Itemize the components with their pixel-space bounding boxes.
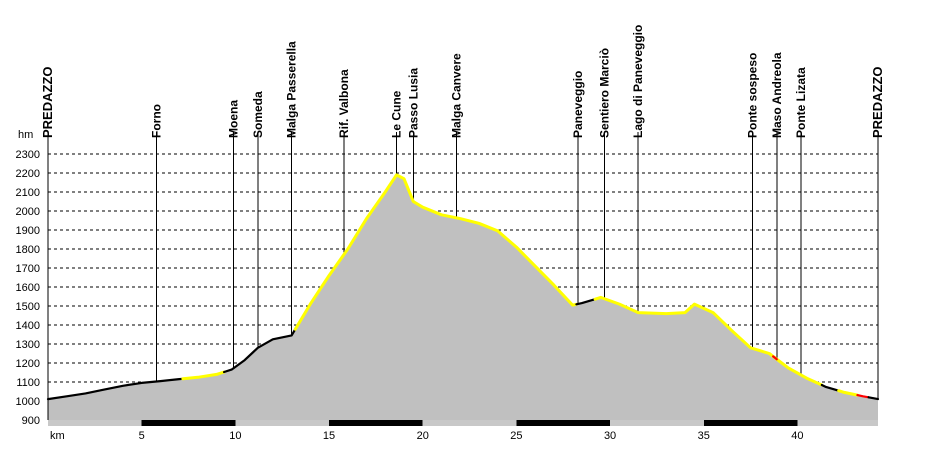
distance-bar-segment (516, 420, 611, 426)
y-tick-label: 2300 (16, 149, 40, 161)
distance-bar-segment (703, 420, 798, 426)
x-axis: 5 10 15 20 25 30 35 40 (139, 430, 804, 442)
waypoint-label: Malga Passerella (285, 41, 299, 138)
route-segment (837, 389, 859, 397)
waypoint-label: Maso Andreola (770, 52, 784, 138)
distance-bar-segment (610, 420, 704, 426)
distance-bar-segment (141, 420, 236, 426)
waypoint-label: Sentiero Marciò (597, 48, 611, 138)
distance-bar-segment (797, 420, 878, 426)
y-tick-label: 1600 (16, 282, 40, 294)
y-tick-label: 1800 (16, 244, 40, 256)
y-tick-label: 1500 (16, 301, 40, 313)
waypoint-label: Malga Canvere (449, 53, 463, 138)
distance-bar-segment (329, 420, 423, 426)
distance-bar-segment (235, 420, 330, 426)
distance-bar-segment (48, 420, 142, 426)
x-tick-label: 30 (604, 430, 616, 442)
y-tick-label: 1100 (16, 377, 40, 389)
route-segment (293, 173, 578, 331)
waypoint-label: Rif. Valbona (337, 69, 351, 138)
y-tick-label: 1900 (16, 225, 40, 237)
x-tick-label: 20 (417, 430, 429, 442)
distance-bar-segment (422, 420, 517, 426)
x-tick-label: 10 (229, 430, 241, 442)
route-segment (771, 355, 778, 361)
waypoint-labels: PREDAZZO Forno Moena Someda Malga Passerella… (40, 25, 885, 138)
y-tick-label: 1700 (16, 263, 40, 275)
waypoint-label: Lago di Paneveggio (631, 25, 645, 138)
y-tick-label: 1400 (16, 320, 40, 332)
waypoint-label: Forno (150, 104, 164, 138)
waypoint-label: Passo Lusia (406, 68, 420, 138)
y-tick-label: 2000 (16, 206, 40, 218)
x-tick-label: 35 (698, 430, 710, 442)
waypoint-label: Ponte sospeso (745, 53, 759, 138)
waypoint-label: PREDAZZO (40, 67, 55, 139)
y-tick-label: 1200 (16, 358, 40, 370)
elevation-area (48, 174, 878, 420)
route-segments (46, 173, 880, 401)
y-tick-label: 1300 (16, 339, 40, 351)
y-axis: 2300 2200 2100 2000 1900 1800 1700 1600 1500 1400… (16, 149, 49, 427)
route-segment (181, 370, 226, 381)
route-segment (46, 377, 184, 401)
x-tick-label: 40 (791, 430, 803, 442)
waypoint-label: Paneveggio (571, 71, 585, 138)
waypoint-label: Someda (251, 91, 265, 138)
waypoint-label: Ponte Lizata (794, 67, 808, 138)
waypoint-label: Moena (226, 100, 240, 138)
y-tick-label: 2200 (16, 168, 40, 180)
y-tick-label: 1000 (16, 396, 40, 408)
waypoint-label: Le Cune (389, 90, 403, 138)
y-tick-label: 900 (22, 415, 40, 427)
x-tick-label: 15 (323, 430, 335, 442)
distance-bar (48, 420, 878, 426)
route-segment (820, 383, 840, 392)
waypoint-label: PREDAZZO (870, 67, 885, 139)
y-axis-unit: hm (18, 129, 33, 141)
route-segment (593, 295, 824, 387)
y-tick-label: 2100 (16, 187, 40, 199)
route-segment (575, 298, 597, 306)
route-segment (856, 394, 870, 399)
waypoint-lines (47, 132, 879, 400)
x-tick-label: 25 (510, 430, 522, 442)
x-tick-label: 5 (139, 430, 145, 442)
route-segment (223, 328, 297, 374)
x-axis-unit: km (50, 430, 65, 442)
route-segment (867, 396, 880, 401)
